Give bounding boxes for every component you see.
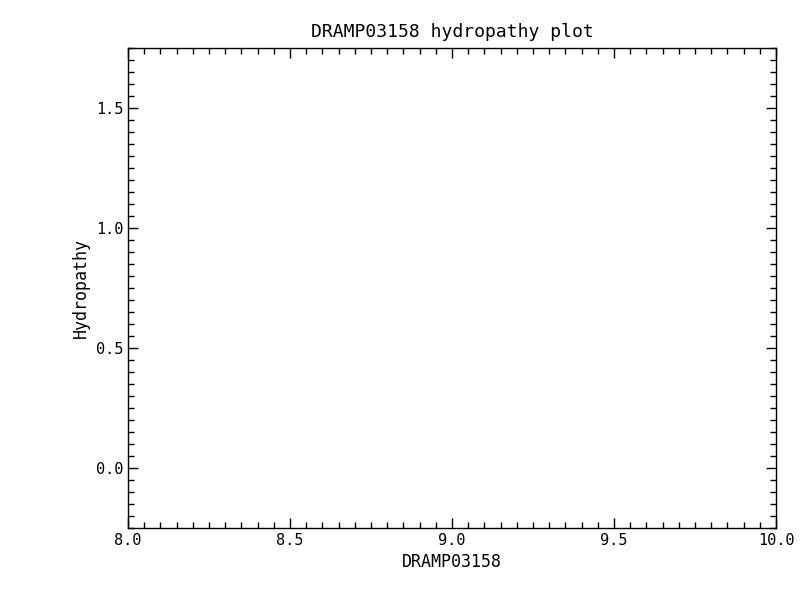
Title: DRAMP03158 hydropathy plot: DRAMP03158 hydropathy plot [310, 23, 594, 41]
X-axis label: DRAMP03158: DRAMP03158 [402, 553, 502, 571]
Y-axis label: Hydropathy: Hydropathy [72, 238, 90, 338]
